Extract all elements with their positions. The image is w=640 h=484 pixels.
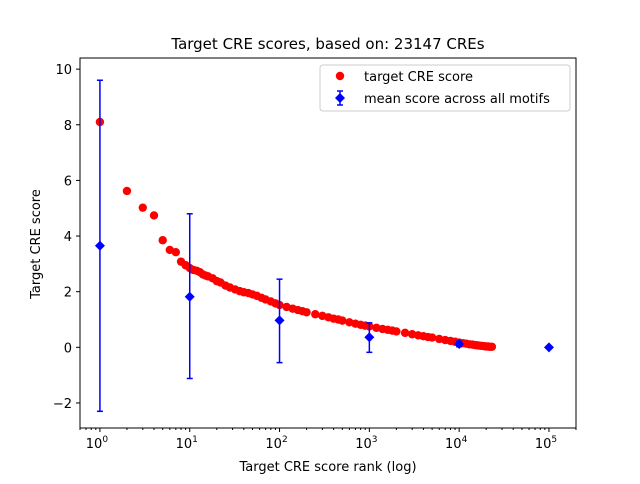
data-point-target-score [138, 203, 147, 212]
legend-label-mean-score: mean score across all motifs [364, 92, 550, 107]
data-point-target-score [311, 310, 320, 319]
data-point-target-score [149, 211, 159, 220]
y-tick-label: 6 [64, 174, 72, 189]
plot-area: −2 0 2 4 6 8 10 100 101 102 103 104 105 target CRE sc… [53, 57, 577, 452]
y-tick-label: 8 [64, 119, 72, 134]
x-tick-label: 105 [535, 435, 557, 452]
x-tick-label: 104 [445, 435, 468, 452]
y-tick-label: 2 [64, 286, 72, 301]
chart-title: Target CRE scores, based on: 23147 CREs [170, 35, 484, 53]
x-tick-label: 102 [265, 435, 287, 452]
x-axis-title: Target CRE score rank (log) [238, 460, 416, 475]
data-point-target-score [427, 333, 437, 342]
data-point-mean-score [543, 342, 554, 353]
data-point-target-score [392, 327, 401, 336]
y-tick-label: 10 [55, 63, 72, 78]
y-tick-label: 0 [64, 341, 72, 356]
data-point-target-score [400, 328, 410, 338]
x-tick-label: 103 [355, 435, 377, 452]
data-point-target-score [122, 186, 132, 196]
data-point-target-score [487, 342, 497, 351]
data-point-mean-score [454, 338, 465, 349]
data-point-target-score [158, 236, 167, 245]
x-tick-label: 101 [176, 435, 198, 452]
y-axis-title: Target CRE score [29, 189, 44, 300]
data-point-mean-score [274, 315, 285, 326]
y-tick-label: 4 [64, 230, 72, 245]
data-point-target-score [338, 316, 347, 325]
data-point-mean-score [364, 332, 375, 343]
data-point-mean-score [184, 291, 195, 302]
legend-label-target-score: target CRE score [364, 70, 473, 85]
y-tick-label: −2 [53, 397, 72, 412]
data-point-target-score [171, 247, 181, 257]
data-point-mean-score [94, 240, 105, 251]
legend-marker-target-score [335, 71, 345, 81]
data-point-target-score [302, 308, 311, 317]
x-tick-label: 100 [86, 435, 109, 452]
legend-marker-mean-score [335, 93, 345, 103]
plot-frame [79, 57, 577, 429]
legend-box [319, 64, 571, 112]
